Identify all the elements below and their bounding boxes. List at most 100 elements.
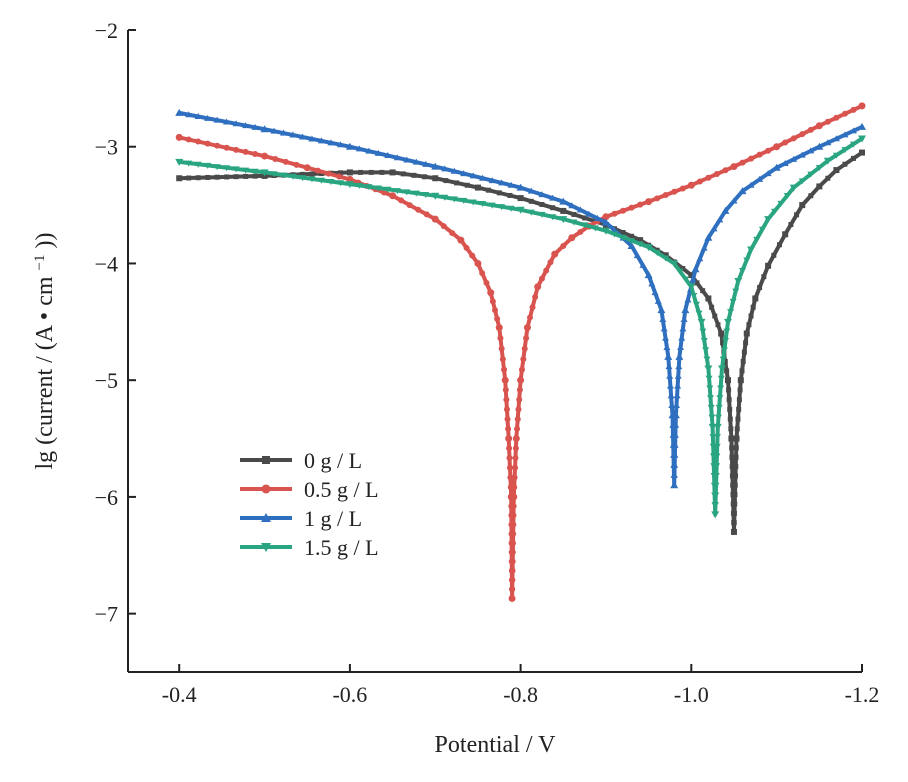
series-1 — [175, 102, 866, 602]
series-3 — [175, 135, 866, 519]
data-point — [858, 102, 866, 110]
data-point — [194, 113, 202, 120]
data-point — [765, 262, 772, 269]
data-point — [457, 236, 465, 244]
data-point — [494, 315, 501, 322]
data-point — [389, 169, 396, 176]
data-point — [824, 139, 832, 146]
data-point — [252, 173, 258, 179]
data-point — [721, 206, 730, 214]
data-point — [662, 252, 669, 259]
data-point — [671, 441, 679, 448]
legend-marker — [261, 543, 271, 552]
data-point — [662, 192, 669, 199]
data-point — [308, 135, 316, 142]
data-point — [732, 288, 740, 295]
data-point — [707, 395, 715, 402]
y-axis-title: lg (current / (A • cm −1 )) — [32, 233, 58, 470]
data-point — [560, 207, 567, 214]
data-point — [772, 163, 781, 171]
y-axis-title-main: lg (current / (A • cm — [32, 276, 58, 469]
data-point — [815, 142, 824, 150]
data-point — [406, 202, 413, 209]
data-point — [512, 455, 519, 461]
data-point — [488, 177, 496, 184]
data-point — [577, 228, 584, 235]
data-point — [593, 214, 601, 221]
data-point — [668, 401, 676, 408]
legend-label: 1 g / L — [304, 506, 362, 531]
data-point — [777, 200, 785, 207]
data-point — [501, 376, 509, 384]
data-point — [185, 136, 192, 143]
data-point — [483, 279, 490, 286]
data-point — [713, 423, 722, 431]
data-point — [627, 241, 636, 249]
data-point — [355, 145, 363, 152]
data-point — [619, 234, 627, 241]
data-point — [737, 387, 743, 393]
data-point — [488, 202, 496, 209]
data-point — [568, 234, 576, 242]
data-point — [509, 549, 516, 556]
data-point — [204, 140, 211, 147]
data-point — [679, 185, 686, 192]
data-point — [673, 392, 681, 399]
data-point — [765, 147, 772, 154]
data-point — [788, 222, 794, 228]
data-point — [734, 426, 740, 432]
data-point — [559, 197, 568, 205]
data-point — [571, 211, 577, 217]
data-point — [718, 365, 727, 373]
data-point — [790, 155, 798, 162]
data-point — [431, 162, 440, 170]
data-point — [708, 414, 716, 421]
data-point — [783, 192, 791, 199]
data-point — [703, 356, 711, 363]
data-point — [551, 250, 559, 258]
data-point — [516, 386, 523, 393]
legend-label: 1.5 g / L — [304, 535, 379, 560]
data-point — [538, 275, 545, 282]
data-point — [345, 142, 354, 150]
data-point — [752, 295, 759, 302]
data-point — [512, 445, 519, 452]
data-point — [393, 154, 401, 161]
data-point — [506, 455, 513, 461]
data-point — [824, 118, 831, 125]
data-point — [720, 347, 728, 354]
data-point — [195, 138, 202, 145]
data-point — [740, 359, 746, 365]
data-point — [527, 187, 535, 194]
data-point — [730, 482, 736, 488]
data-point — [713, 463, 721, 470]
data-point — [662, 255, 670, 262]
data-point — [374, 185, 382, 192]
data-point — [379, 169, 385, 175]
data-point — [432, 175, 439, 182]
legend-marker — [261, 484, 271, 494]
data-point — [431, 192, 440, 200]
data-point — [523, 324, 531, 332]
data-point — [511, 484, 518, 491]
data-point — [747, 181, 755, 188]
data-point — [498, 179, 506, 186]
data-point — [732, 482, 738, 488]
data-point — [526, 314, 533, 321]
data-point — [423, 211, 430, 218]
data-point — [358, 169, 364, 175]
data-point — [270, 127, 278, 134]
data-point — [849, 141, 857, 148]
data-point — [469, 252, 476, 259]
data-point — [527, 209, 535, 216]
data-point — [782, 231, 789, 238]
data-point — [175, 108, 184, 116]
data-point — [479, 201, 487, 208]
data-point — [709, 434, 717, 441]
data-point — [688, 272, 695, 279]
data-point — [365, 147, 373, 154]
data-point — [677, 343, 685, 350]
data-point — [502, 386, 509, 393]
data-point — [516, 183, 525, 191]
data-point — [510, 503, 517, 510]
